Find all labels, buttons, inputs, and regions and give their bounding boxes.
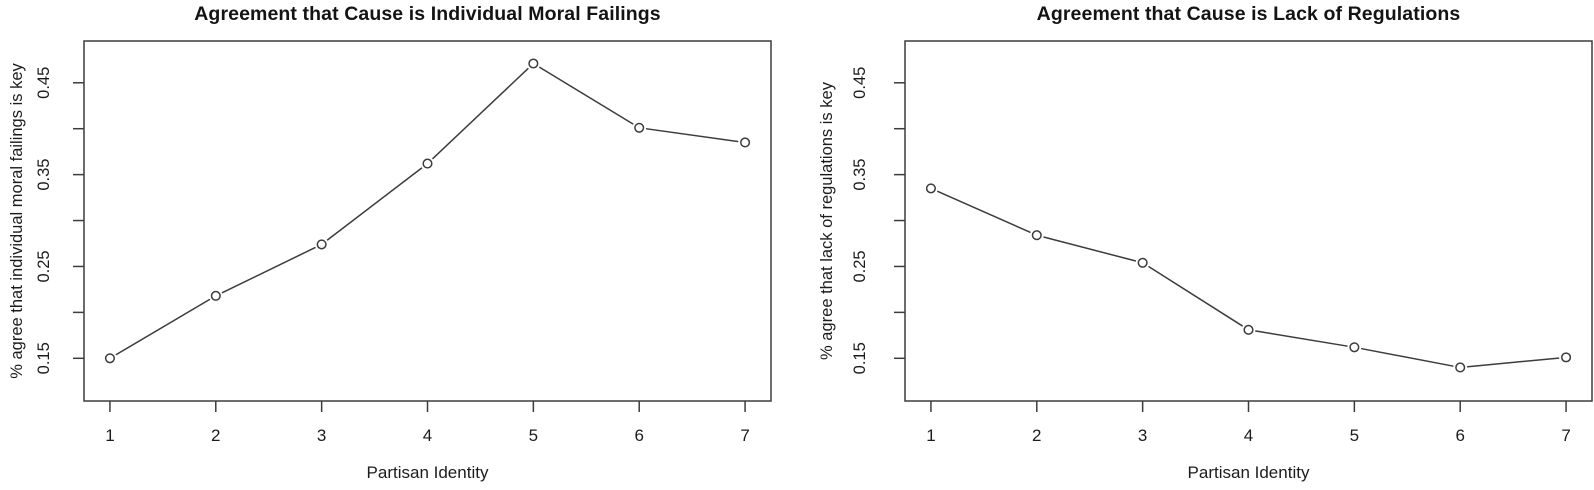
data-line-segment: [1255, 330, 1348, 347]
data-line-segment: [326, 167, 423, 241]
data-point: [104, 353, 115, 364]
x-tick-label: 1: [926, 426, 935, 445]
data-line-segment: [645, 128, 739, 143]
y-tick-label: 0.35: [35, 159, 53, 191]
data-point: [1031, 230, 1042, 241]
y-tick-label: 0.45: [851, 67, 869, 99]
x-axis-label: Partisan Identity: [1187, 463, 1310, 482]
x-tick-label: 3: [1138, 426, 1147, 445]
data-line-segment: [1148, 266, 1243, 327]
data-point: [210, 290, 221, 301]
x-tick-label: 2: [1032, 426, 1041, 445]
data-line-segment: [221, 246, 316, 294]
data-point: [925, 183, 936, 194]
data-point: [1455, 362, 1466, 373]
x-tick-label: 4: [1244, 426, 1253, 445]
panel-moral-failings: Agreement that Cause is Individual Moral…: [8, 3, 772, 482]
data-point: [528, 58, 539, 69]
x-tick-label: 7: [740, 426, 749, 445]
data-point: [634, 122, 645, 133]
data-point: [1137, 257, 1148, 268]
x-tick-label: 1: [105, 426, 114, 445]
chart-title: Agreement that Cause is Lack of Regulati…: [1036, 3, 1461, 25]
data-line-segment: [1360, 347, 1454, 367]
y-tick-label: 0.15: [851, 342, 869, 374]
data-line-segment: [115, 298, 211, 356]
y-tick-label: 0.45: [35, 67, 53, 99]
y-tick-label: 0.35: [851, 159, 869, 191]
x-tick-label: 2: [211, 426, 220, 445]
data-line-segment: [539, 66, 634, 125]
data-line-segment: [1466, 357, 1560, 368]
x-tick-label: 6: [1455, 426, 1464, 445]
y-tick-label: 0.25: [851, 250, 869, 282]
plot-area: 0.15 0.25 0.35 0.45 1 2 3 4 5 6 7: [35, 40, 772, 445]
plot-box: [83, 40, 772, 402]
data-line-segment: [937, 190, 1031, 233]
data-line-segment: [1043, 236, 1137, 262]
plot-area: 0.15 0.25 0.35 0.45 1 2 3 4 5 6 7: [851, 40, 1593, 445]
x-tick-label: 5: [1350, 426, 1359, 445]
x-tick-label: 6: [634, 426, 643, 445]
panel-lack-of-regulations: Agreement that Cause is Lack of Regulati…: [797, 0, 1594, 490]
x-tick-label: 4: [423, 426, 432, 445]
data-point: [1349, 342, 1360, 353]
data-point: [740, 137, 751, 148]
data-point: [1561, 352, 1572, 363]
y-tick-label: 0.15: [35, 342, 53, 374]
x-axis-label: Partisan Identity: [366, 463, 489, 482]
data-point: [422, 158, 433, 169]
y-tick-label: 0.25: [35, 250, 53, 282]
data-line-segment: [432, 67, 529, 160]
data-point: [1243, 324, 1254, 335]
x-tick-label: 7: [1561, 426, 1570, 445]
x-tick-label: 5: [529, 426, 538, 445]
data-point: [316, 239, 327, 250]
chart-title: Agreement that Cause is Individual Moral…: [194, 3, 661, 25]
x-tick-label: 3: [317, 426, 326, 445]
plot-box: [904, 40, 1593, 402]
